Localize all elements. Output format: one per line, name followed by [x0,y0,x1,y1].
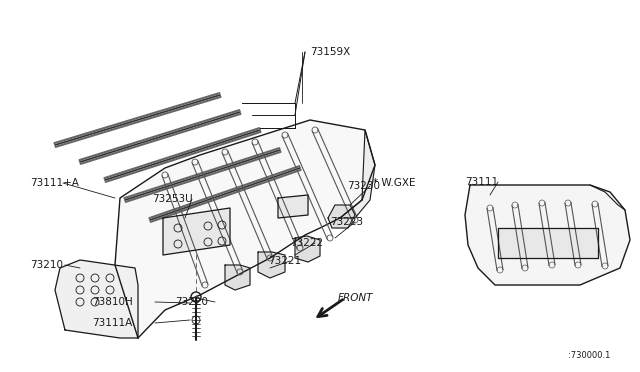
Text: 73222: 73222 [290,238,323,248]
Polygon shape [295,236,320,262]
Text: 73159X: 73159X [310,47,350,57]
Text: 73111A: 73111A [92,318,132,328]
Polygon shape [225,265,250,290]
Polygon shape [328,205,355,228]
Text: 73810H: 73810H [92,297,132,307]
Text: 73111+A: 73111+A [30,178,79,188]
Text: 73111: 73111 [465,177,498,187]
Text: 73221: 73221 [268,256,301,266]
Text: :730000.1: :730000.1 [568,352,611,360]
Polygon shape [258,252,285,278]
Text: 73220: 73220 [175,297,208,307]
Polygon shape [278,195,308,218]
Polygon shape [465,185,630,285]
Polygon shape [55,260,138,338]
Polygon shape [115,120,375,338]
Text: 73210: 73210 [30,260,63,270]
Polygon shape [340,130,375,218]
Text: FRONT: FRONT [338,293,374,303]
Text: 73223: 73223 [330,217,363,227]
Polygon shape [163,208,230,255]
Text: * W.GXE: * W.GXE [373,178,415,188]
Text: 73253U: 73253U [152,194,193,204]
Polygon shape [498,228,598,258]
Text: 73230: 73230 [347,181,380,191]
